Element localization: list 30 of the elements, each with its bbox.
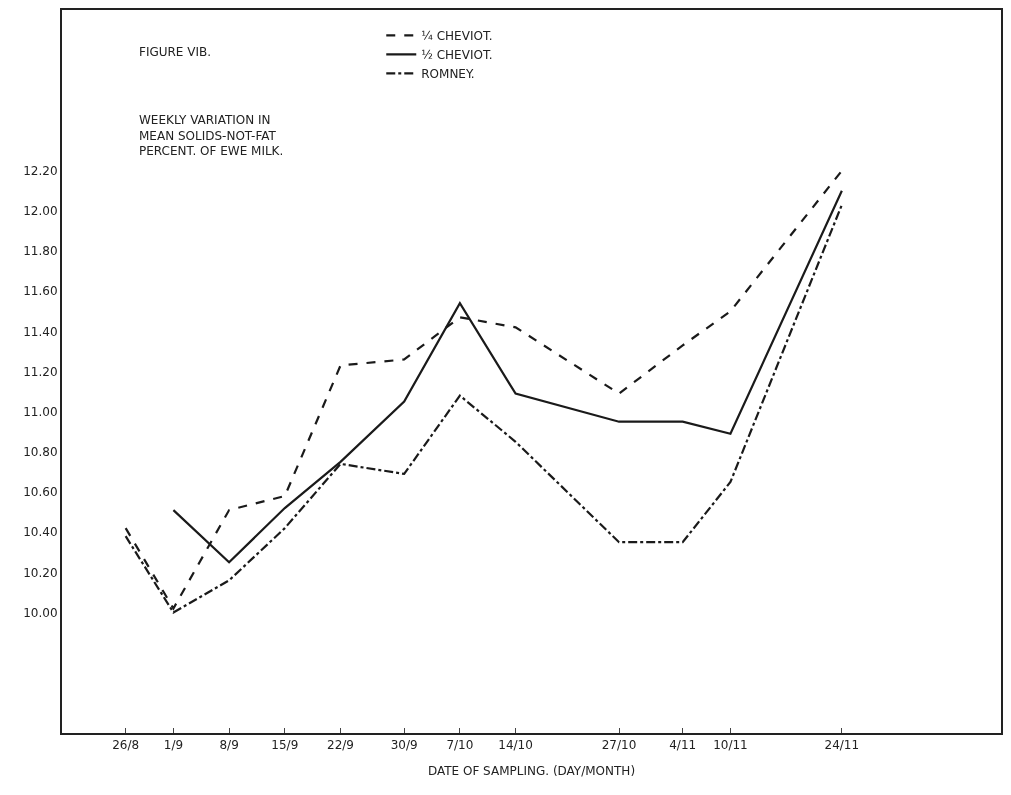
- y-tick-label: 12.00: [23, 204, 58, 219]
- x-tick-label: 14/10: [498, 738, 533, 753]
- legend-label: ¼ CHEVIOT.: [421, 29, 493, 44]
- x-tick-label: 27/10: [601, 738, 637, 753]
- legend-label: ½ CHEVIOT.: [421, 48, 493, 63]
- x-tick-label: 24/11: [824, 738, 860, 753]
- x-tick-label: 7/10: [446, 738, 474, 753]
- y-tick-label: 11.20: [23, 364, 58, 379]
- text: WEEKLY VARIATION IN MEAN SOLIDS-NOT-FAT PERCENT. OF EWE MILK.: [139, 113, 284, 159]
- y-tick-label: 10.80: [23, 445, 58, 460]
- x-tick-label: 4/11: [669, 738, 697, 753]
- x-tick-label: 26/8: [112, 738, 140, 753]
- x-tick-label: 22/9: [327, 738, 354, 753]
- y-tick-label: 11.40: [23, 324, 58, 339]
- y-tick-label: 11.60: [23, 284, 58, 299]
- y-tick-label: 10.40: [23, 525, 58, 540]
- x-tick-label: 1/9: [163, 738, 184, 753]
- y-tick-label: 11.00: [23, 404, 58, 419]
- y-tick-label: 12.20: [23, 163, 58, 178]
- y-tick-label: 11.80: [23, 244, 58, 259]
- legend-label: ROMNEY.: [421, 67, 475, 82]
- y-tick-label: 10.60: [23, 485, 58, 500]
- x-axis-title: DATE OF SAMPLING. (DAY/MONTH): [427, 763, 636, 778]
- x-tick-label: 30/9: [390, 738, 418, 753]
- y-tick-label: 10.20: [23, 565, 58, 580]
- y-tick-label: 10.00: [23, 605, 58, 620]
- x-tick-label: 15/9: [271, 738, 299, 753]
- x-tick-label: 8/9: [219, 738, 239, 753]
- x-tick-label: 10/11: [713, 738, 748, 753]
- text: FIGURE VIB.: [139, 45, 212, 59]
